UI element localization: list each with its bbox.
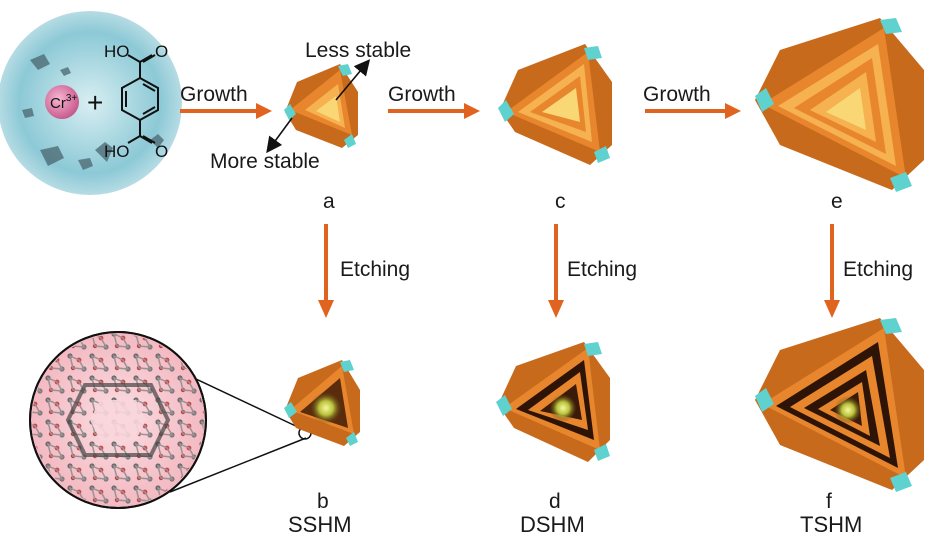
etching-arrow-3 xyxy=(824,224,840,318)
mof-structure-disc xyxy=(29,331,207,509)
dshm-label: DSHM xyxy=(520,512,585,536)
growth-arrow-1 xyxy=(180,103,272,119)
o-bottom-label: O xyxy=(155,142,168,161)
svg-text:Cr3+: Cr3+ xyxy=(50,93,77,112)
zoom-line-top xyxy=(195,378,301,429)
more-stable-pointer xyxy=(266,117,293,154)
etching-arrow-1 xyxy=(318,224,334,318)
growth-label-1: Growth xyxy=(180,83,248,106)
precursor-solution: Cr3+ + HO O HO O xyxy=(0,11,182,195)
crystal-c xyxy=(498,44,612,165)
sshm-label: SSHM xyxy=(288,512,352,536)
panel-label-e: e xyxy=(831,190,843,213)
growth-arrow-3 xyxy=(645,103,741,119)
zoom-line-bottom xyxy=(169,437,307,493)
o-top-label: O xyxy=(155,42,168,61)
panel-label-a: a xyxy=(323,190,335,213)
terephthalic-acid-structure xyxy=(121,54,159,144)
ho-bottom-label: HO xyxy=(104,142,130,161)
cr-ion: Cr3+ xyxy=(45,85,79,119)
crystal-b-sshm xyxy=(284,360,360,446)
more-stable-label: More stable xyxy=(210,150,320,173)
less-stable-label: Less stable xyxy=(305,39,411,62)
etching-label-2: Etching xyxy=(567,258,637,281)
crystal-fragments xyxy=(22,54,164,170)
crystal-a xyxy=(284,64,358,148)
growth-label-3: Growth xyxy=(643,83,711,106)
panel-label-d: d xyxy=(549,490,561,513)
growth-label-2: Growth xyxy=(388,83,456,106)
plus-sign: + xyxy=(87,87,103,118)
tshm-label: TSHM xyxy=(800,512,862,536)
panel-label-f: f xyxy=(826,490,832,513)
etching-label-3: Etching xyxy=(843,258,913,281)
panel-label-c: c xyxy=(555,190,566,213)
growth-arrow-2 xyxy=(388,103,480,119)
crystal-d-dshm xyxy=(496,342,610,462)
etching-label-1: Etching xyxy=(340,258,410,281)
ho-top-label: HO xyxy=(104,42,130,61)
crystal-e xyxy=(755,18,924,192)
panel-label-b: b xyxy=(317,490,329,513)
crystal-f-tshm xyxy=(755,318,924,492)
less-stable-pointer xyxy=(335,59,371,101)
etching-arrow-2 xyxy=(548,224,564,318)
